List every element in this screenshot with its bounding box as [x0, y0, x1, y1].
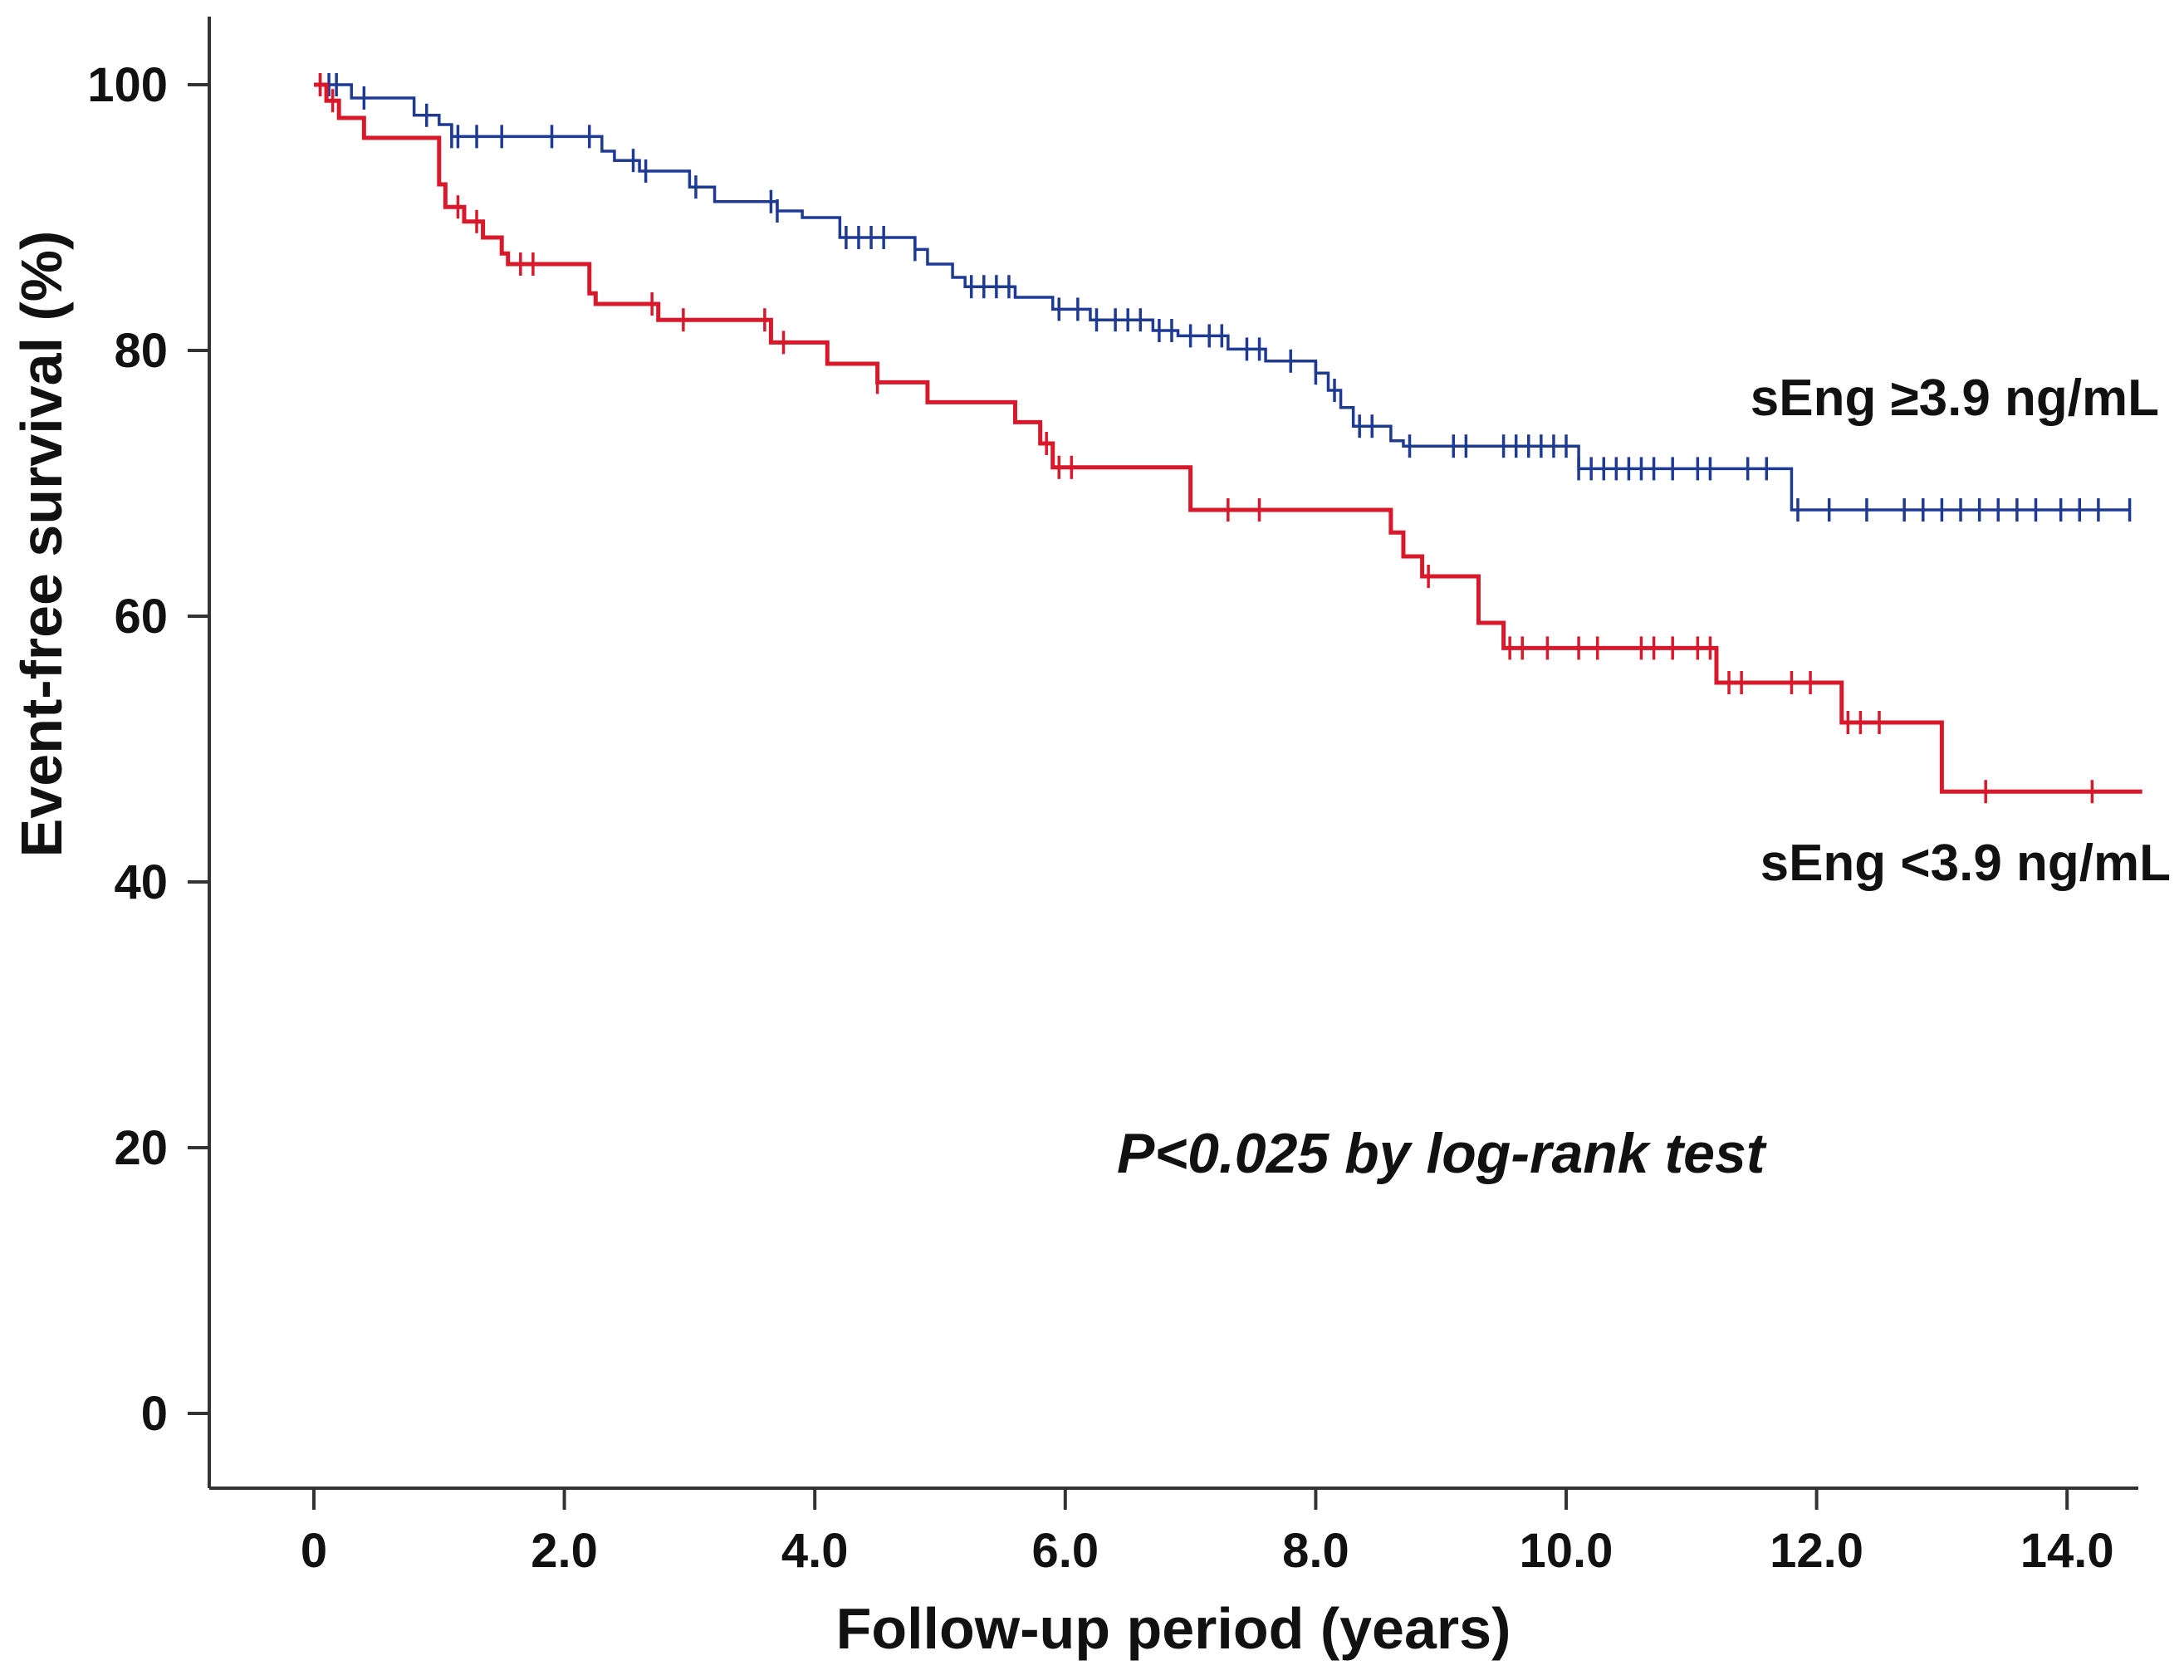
survival-curves	[314, 73, 2142, 804]
y-tick-label: 40	[114, 855, 168, 909]
series-1	[314, 73, 2142, 804]
x-tick-label: 0	[301, 1524, 327, 1578]
series-0	[314, 73, 2132, 522]
series-label-low: sEng <3.9 ng/mL	[1760, 835, 2171, 892]
survival-curve-0	[314, 83, 2130, 512]
y-tick-label: 100	[87, 58, 168, 112]
log-rank-annotation: P<0.025 by log-rank test	[1117, 1122, 1767, 1185]
x-tick-label: 6.0	[1031, 1524, 1099, 1578]
y-axis-title: Event-free survival (%)	[9, 231, 74, 858]
ticks: 0 2.0 4.0 6.0 8.0 10.0 12.0 14.0 0 20 40 60 80 100	[87, 58, 2113, 1578]
y-tick-label: 60	[114, 590, 168, 644]
x-tick-label: 2.0	[531, 1524, 598, 1578]
x-tick-label: 8.0	[1282, 1524, 1349, 1578]
x-tick-label: 4.0	[781, 1524, 849, 1578]
series-label-high: sEng ≥3.9 ng/mL	[1751, 370, 2159, 427]
y-tick-label: 20	[114, 1121, 168, 1175]
x-tick-label: 10.0	[1520, 1524, 1614, 1578]
y-tick-label: 0	[141, 1387, 168, 1441]
x-tick-label: 12.0	[1770, 1524, 1863, 1578]
survival-curve-1	[314, 82, 2142, 794]
x-tick-label: 14.0	[2020, 1524, 2114, 1578]
x-axis-title: Follow-up period (years)	[836, 1596, 1511, 1661]
y-tick-label: 80	[114, 324, 168, 378]
